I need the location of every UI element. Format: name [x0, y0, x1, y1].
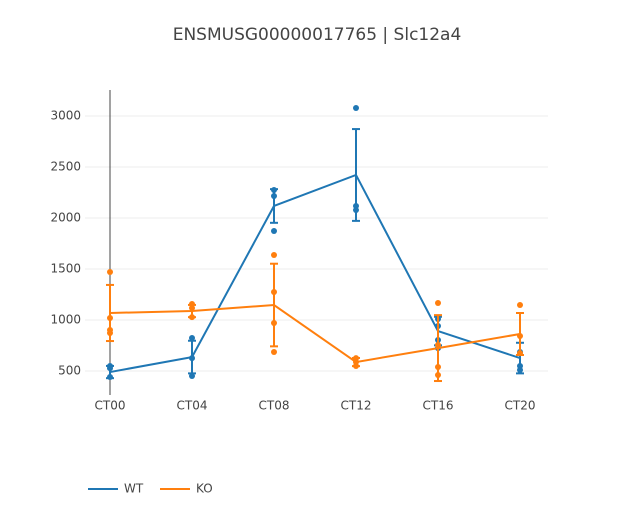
y-tick-label: 2000	[50, 211, 81, 225]
data-point	[353, 105, 359, 112]
data-point	[271, 227, 277, 234]
chart-title: ENSMUSG00000017765 | Slc12a4	[173, 25, 462, 45]
data-point	[435, 372, 441, 379]
error-bar	[270, 262, 278, 348]
data-point	[435, 364, 441, 371]
legend-label: WT	[124, 482, 144, 496]
data-point	[107, 314, 113, 321]
data-point	[107, 268, 113, 275]
data-point	[107, 365, 113, 372]
y-tick-label: 1500	[50, 262, 81, 276]
data-point	[517, 333, 523, 340]
data-point	[271, 192, 277, 199]
data-point	[353, 207, 359, 214]
data-point	[435, 299, 441, 306]
x-tick-label: CT08	[259, 399, 290, 413]
data-point	[107, 329, 113, 336]
data-point	[517, 367, 523, 374]
series-line	[109, 304, 521, 364]
x-tick-label: CT04	[177, 399, 208, 413]
legend-label: KO	[196, 482, 213, 496]
y-tick-label: 2500	[50, 160, 81, 174]
x-tick-label: CT16	[423, 399, 454, 413]
y-tick-label: 500	[58, 364, 81, 378]
data-point	[271, 186, 277, 193]
data-point	[189, 314, 195, 321]
data-point	[517, 350, 523, 357]
data-point	[271, 349, 277, 356]
y-tick-label: 1000	[50, 313, 81, 327]
data-point	[271, 319, 277, 326]
x-tick-label: CT12	[341, 399, 372, 413]
data-point	[189, 334, 195, 341]
data-point	[435, 342, 441, 349]
data-point	[189, 373, 195, 380]
data-point	[353, 363, 359, 370]
data-point	[107, 374, 113, 381]
data-point	[271, 252, 277, 259]
data-point	[517, 302, 523, 309]
x-tick-label: CT20	[505, 399, 536, 413]
data-point	[189, 355, 195, 362]
data-point	[189, 304, 195, 311]
data-point	[271, 288, 277, 295]
series-line	[109, 173, 521, 374]
x-tick-label: CT00	[95, 399, 126, 413]
y-tick-label: 3000	[50, 109, 81, 123]
